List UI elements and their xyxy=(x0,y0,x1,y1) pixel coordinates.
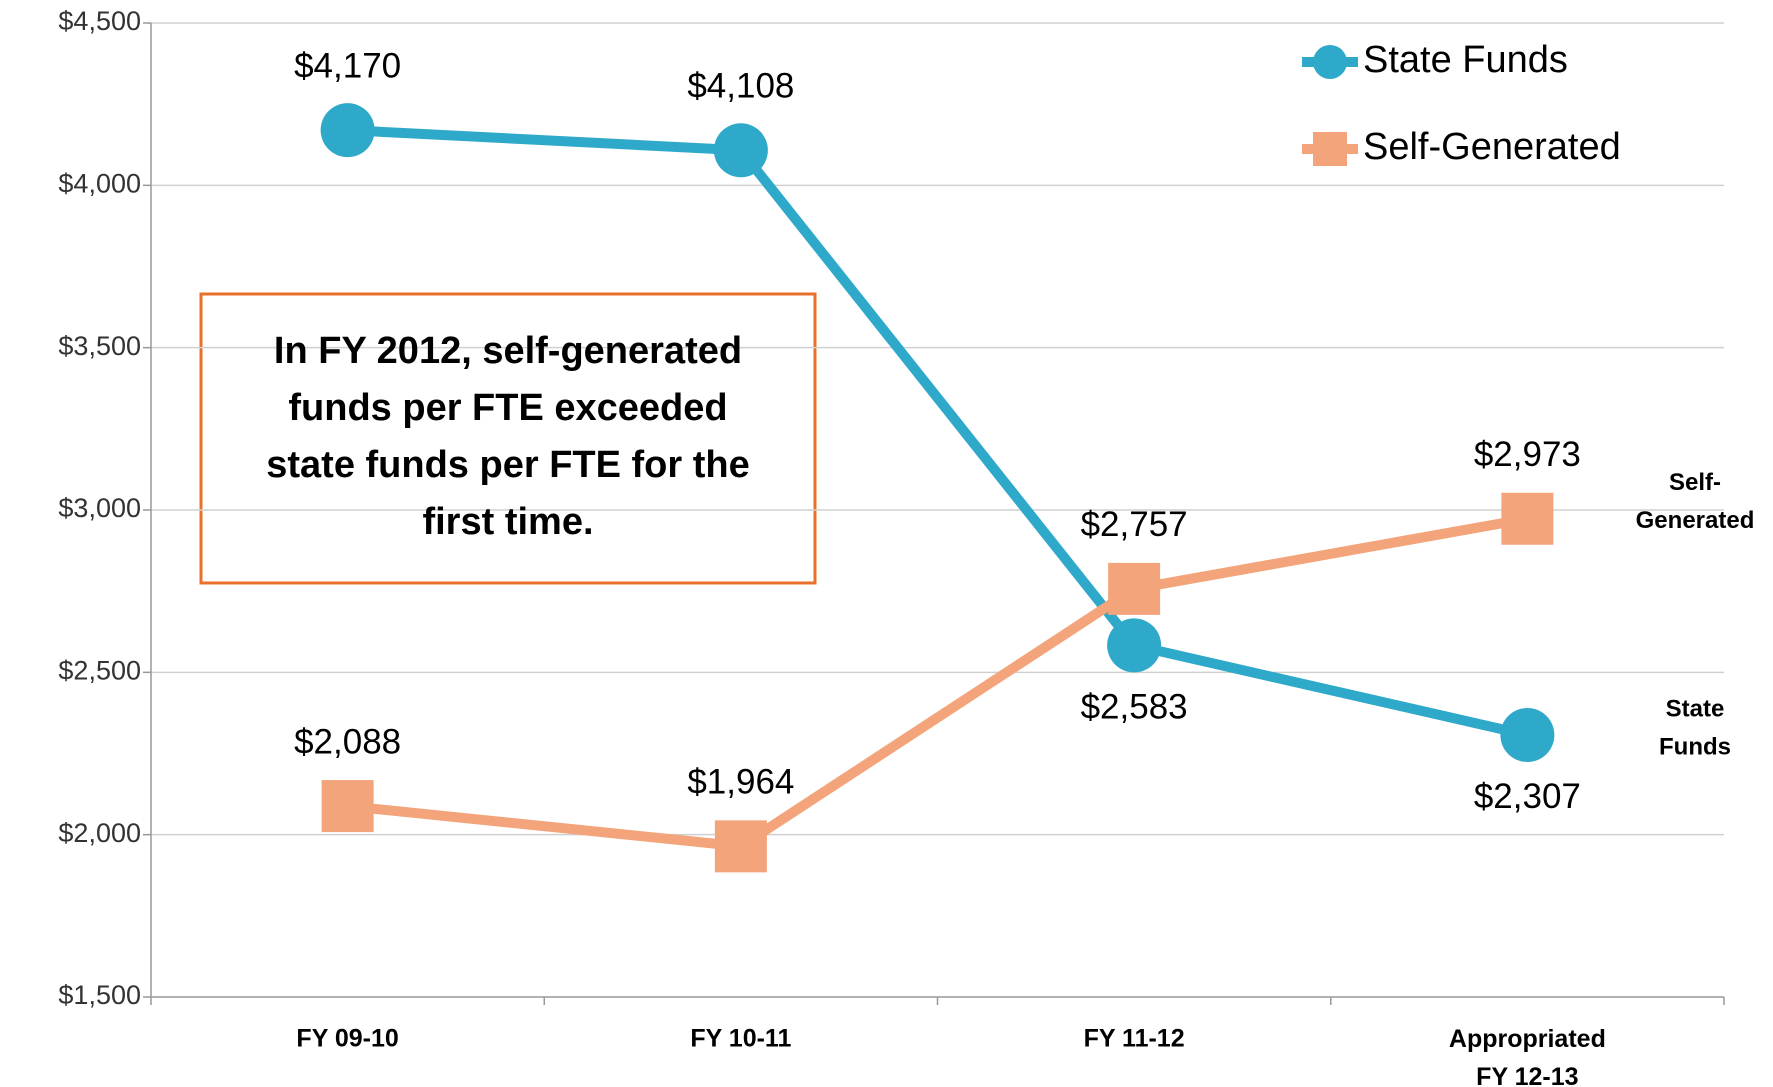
series-line xyxy=(347,125,1529,740)
y-tick-label: $3,000 xyxy=(58,493,141,523)
x-tick-label: Appropriated FY 12-13 xyxy=(1449,1025,1606,1087)
legend-label: State Funds xyxy=(1363,39,1568,81)
x-tick-label: FY 10-11 xyxy=(690,1025,791,1053)
series-line xyxy=(347,513,1529,852)
annotation-box xyxy=(199,292,817,585)
y-tick-label: $1,500 xyxy=(58,980,141,1010)
point xyxy=(714,820,767,873)
data-label: $2,088 xyxy=(294,722,401,761)
end-label: State xyxy=(1666,695,1725,722)
y-tick-label: $3,500 xyxy=(58,331,141,361)
y-tick-label: $4,500 xyxy=(58,6,141,36)
end-label: Self- xyxy=(1669,469,1721,496)
data-label: $4,108 xyxy=(687,67,794,106)
data-label: $2,973 xyxy=(1474,435,1581,474)
point xyxy=(1107,618,1162,673)
annotation-text: first time. xyxy=(422,501,593,543)
point xyxy=(713,123,768,178)
point xyxy=(1501,492,1554,545)
point xyxy=(321,780,374,833)
data-label: $2,307 xyxy=(1474,777,1581,816)
end-label: Funds xyxy=(1659,733,1731,760)
data-label: $4,170 xyxy=(294,46,401,85)
y-tick-label: $2,000 xyxy=(58,818,141,848)
y-tick-label: $2,500 xyxy=(58,655,141,685)
data-label: $1,964 xyxy=(687,763,794,802)
legend-label: Self-Generated xyxy=(1363,126,1621,168)
annotation-text: state funds per FTE for the xyxy=(266,444,749,486)
legend-marker xyxy=(1313,45,1347,79)
y-tick-label: $4,000 xyxy=(58,168,141,198)
point xyxy=(1108,562,1161,615)
x-tick-label: FY 09-10 xyxy=(296,1025,398,1053)
end-label: Generated xyxy=(1636,507,1755,534)
data-label: $2,583 xyxy=(1081,688,1188,727)
annotation-text: In FY 2012, self-generated xyxy=(274,330,742,372)
x-tick-label: FY 11-12 xyxy=(1084,1025,1185,1053)
annotation-text: funds per FTE exceeded xyxy=(288,387,727,429)
data-label: $2,757 xyxy=(1081,505,1188,544)
point xyxy=(320,103,375,158)
legend-marker xyxy=(1313,132,1347,166)
point xyxy=(1500,707,1555,762)
